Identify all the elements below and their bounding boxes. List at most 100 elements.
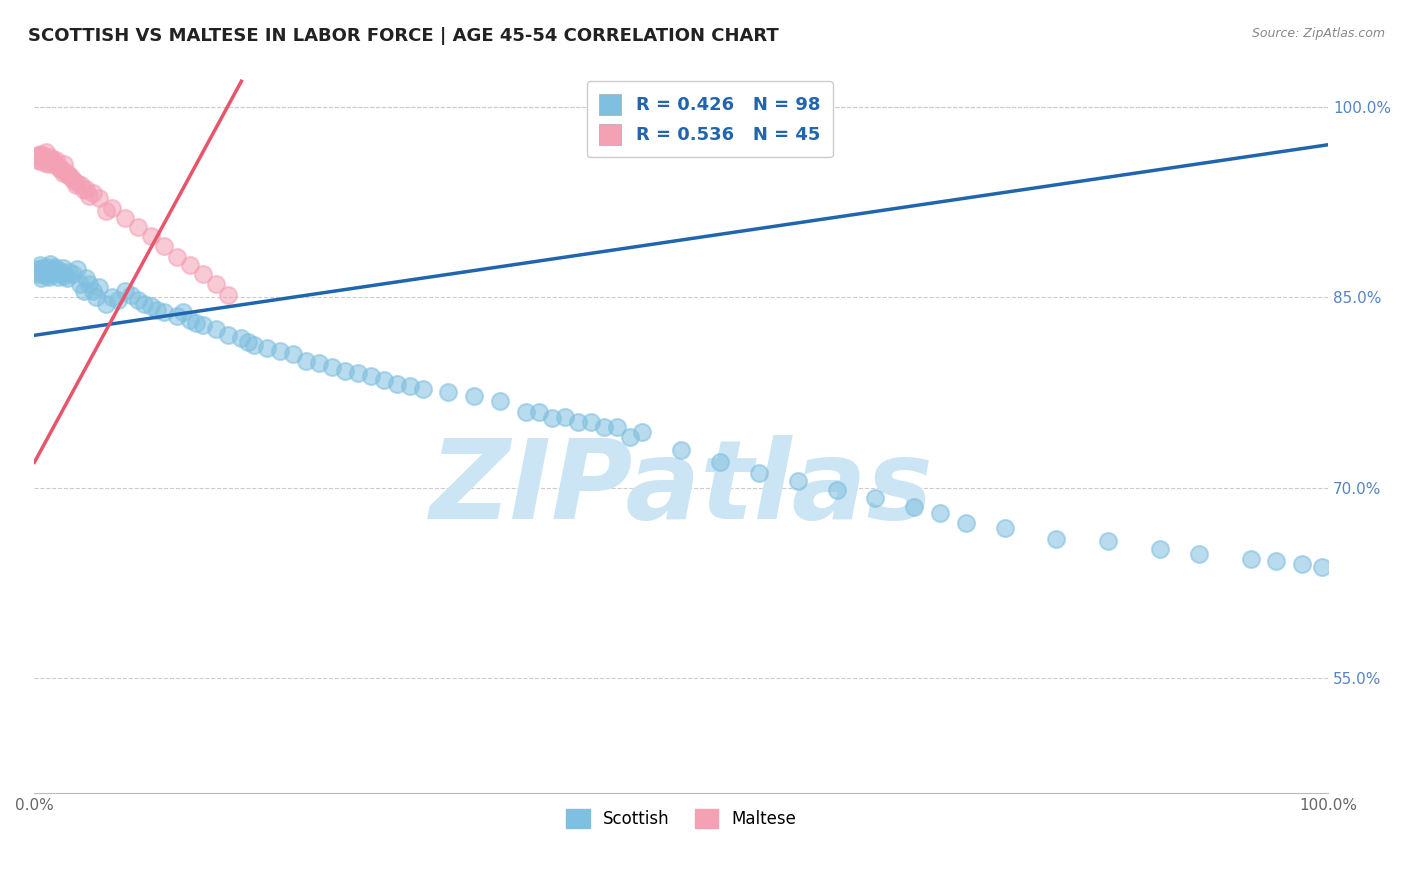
Point	[172, 305, 194, 319]
Point	[51, 163, 73, 178]
Point	[42, 262, 65, 277]
Point	[204, 277, 226, 292]
Point	[1291, 557, 1313, 571]
Point	[236, 334, 259, 349]
Point	[69, 277, 91, 292]
Point	[56, 168, 79, 182]
Point	[53, 268, 76, 283]
Point	[48, 161, 70, 175]
Point	[65, 178, 87, 193]
Point	[994, 521, 1017, 535]
Point	[748, 466, 770, 480]
Point	[52, 260, 75, 275]
Point	[152, 305, 174, 319]
Point	[398, 379, 420, 393]
Point	[32, 266, 55, 280]
Point	[38, 257, 60, 271]
Point	[114, 211, 136, 226]
Point	[179, 313, 201, 327]
Point	[30, 271, 52, 285]
Point	[48, 266, 70, 280]
Point	[269, 343, 291, 358]
Point	[39, 154, 62, 169]
Text: Source: ZipAtlas.com: Source: ZipAtlas.com	[1251, 27, 1385, 40]
Point	[75, 271, 97, 285]
Point	[554, 409, 576, 424]
Point	[191, 318, 214, 333]
Point	[58, 265, 80, 279]
Point	[114, 284, 136, 298]
Text: SCOTTISH VS MALTESE IN LABOR FORCE | AGE 45-54 CORRELATION CHART: SCOTTISH VS MALTESE IN LABOR FORCE | AGE…	[28, 27, 779, 45]
Point	[66, 262, 89, 277]
Point	[463, 389, 485, 403]
Point	[619, 430, 641, 444]
Point	[75, 182, 97, 196]
Point	[30, 146, 52, 161]
Point	[28, 154, 51, 169]
Point	[82, 186, 104, 200]
Point	[412, 382, 434, 396]
Point	[46, 269, 69, 284]
Point	[1188, 547, 1211, 561]
Point	[308, 356, 330, 370]
Point	[44, 260, 66, 274]
Point	[360, 368, 382, 383]
Point	[184, 316, 207, 330]
Point	[321, 360, 343, 375]
Point	[127, 220, 149, 235]
Point	[66, 176, 89, 190]
Point	[281, 347, 304, 361]
Point	[346, 367, 368, 381]
Point	[72, 284, 94, 298]
Point	[38, 269, 60, 284]
Point	[35, 145, 58, 160]
Point	[45, 153, 67, 167]
Point	[28, 259, 51, 273]
Point	[62, 268, 84, 282]
Point	[139, 229, 162, 244]
Point	[1045, 532, 1067, 546]
Point	[53, 157, 76, 171]
Point	[295, 353, 318, 368]
Point	[27, 148, 49, 162]
Point	[1239, 552, 1261, 566]
Point	[579, 415, 602, 429]
Point	[825, 483, 848, 498]
Point	[55, 166, 77, 180]
Point	[101, 290, 124, 304]
Point	[217, 328, 239, 343]
Point	[49, 263, 72, 277]
Point	[786, 475, 808, 489]
Point	[94, 203, 117, 218]
Point	[1149, 541, 1171, 556]
Point	[41, 152, 63, 166]
Point	[25, 262, 48, 277]
Point	[489, 394, 512, 409]
Point	[955, 516, 977, 531]
Point	[62, 173, 84, 187]
Point	[333, 364, 356, 378]
Point	[152, 239, 174, 253]
Point	[1265, 554, 1288, 568]
Point	[373, 373, 395, 387]
Point	[82, 284, 104, 298]
Point	[567, 415, 589, 429]
Point	[72, 184, 94, 198]
Point	[31, 152, 53, 166]
Legend: Scottish, Maltese: Scottish, Maltese	[560, 803, 803, 835]
Point	[134, 296, 156, 310]
Point	[87, 191, 110, 205]
Point	[52, 166, 75, 180]
Point	[631, 425, 654, 439]
Point	[77, 188, 100, 202]
Point	[671, 442, 693, 457]
Point	[27, 268, 49, 282]
Point	[86, 290, 108, 304]
Point	[41, 268, 63, 282]
Point	[191, 268, 214, 282]
Point	[606, 419, 628, 434]
Point	[929, 506, 952, 520]
Point	[34, 155, 56, 169]
Point	[49, 161, 72, 175]
Point	[146, 302, 169, 317]
